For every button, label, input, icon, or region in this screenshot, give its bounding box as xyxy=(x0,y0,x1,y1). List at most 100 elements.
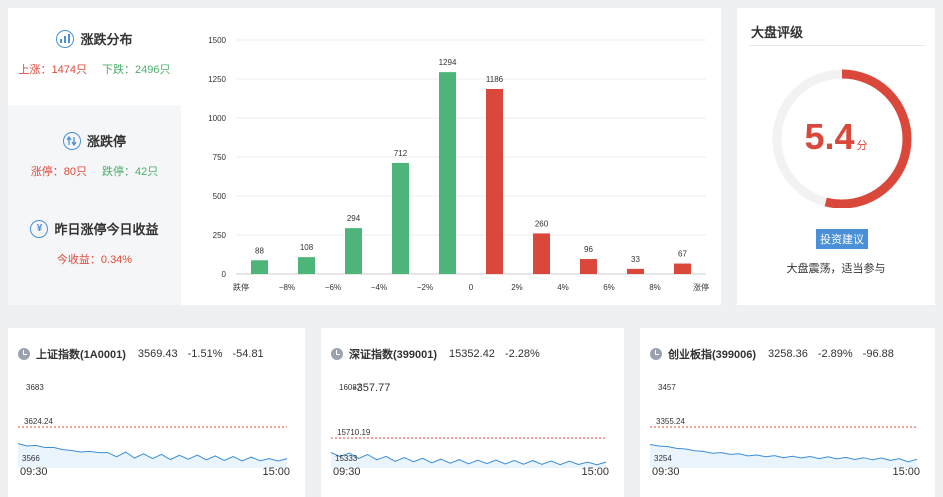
up-count: 上涨：1474只 xyxy=(18,64,87,76)
bar[interactable] xyxy=(439,72,456,274)
y-tick-label: 1250 xyxy=(208,75,226,84)
bar-value-label: 1186 xyxy=(486,75,504,84)
rating-score-value: 5.4 xyxy=(804,116,855,157)
index-name: 深证指数(399001) xyxy=(349,349,438,361)
low-label: 3254 xyxy=(654,454,672,463)
bar[interactable] xyxy=(580,259,597,274)
sparkline-sh: 3683 3624.24 3566 09:30 15:00 xyxy=(17,383,290,478)
high-label: 3683 xyxy=(26,383,44,392)
sparkline-area xyxy=(331,452,606,468)
market-summary-panel: 涨跌分布 上涨：1474只 下跌：2496只 涨跌停 涨停：80只 跌停：42只… xyxy=(8,8,181,305)
bar-value-label: 712 xyxy=(394,149,408,158)
bar-chart-svg: 0 250 500 750 1000 1250 1500 88 108 294 712 1294 118… xyxy=(208,36,709,292)
y-tick-label: 500 xyxy=(213,192,227,201)
limit-down-count: 跌停：42只 xyxy=(102,166,159,178)
index-price: 3258.36 xyxy=(768,348,808,360)
high-label: 3457 xyxy=(658,383,676,392)
index-price: 3569.43 xyxy=(137,348,178,360)
sparkline xyxy=(649,444,918,463)
sparkline-sz: 16087 15710.19 15333 09:30 15:00 xyxy=(330,383,609,478)
y-tick-label: 0 xyxy=(222,270,227,279)
rating-unit: 分 xyxy=(856,140,868,152)
x-tick-label: 6% xyxy=(603,283,615,292)
distribution-chart: 0 250 500 750 1000 1250 1500 88 108 294 712 1294 118… xyxy=(181,8,721,305)
low-label: 15333 xyxy=(335,454,358,463)
bar[interactable] xyxy=(251,260,268,274)
index-change: -54.81 xyxy=(232,348,264,360)
bar[interactable] xyxy=(627,268,644,274)
index-name: 创业板指(399006) xyxy=(668,349,757,361)
x-tick-label: −4% xyxy=(371,283,387,292)
index-name: 上证指数(1A0001) xyxy=(36,349,126,361)
bar-value-label: 1294 xyxy=(439,58,457,67)
y-tick-label: 250 xyxy=(213,231,227,240)
end-time-label: 15:00 xyxy=(262,466,290,478)
low-label: 3566 xyxy=(22,454,40,463)
bar-chart-icon xyxy=(56,29,75,48)
rating-gauge xyxy=(772,69,912,208)
index-pct: -1.51% xyxy=(187,348,223,360)
x-tick-label: 跌停 xyxy=(233,282,249,292)
index-card-sz[interactable]: 16087 15710.19 15333 09:30 15:00 深证指数(399001… xyxy=(321,328,624,497)
bar-value-label: 33 xyxy=(631,255,640,264)
yield-title: 昨日涨停今日收益 xyxy=(54,222,159,237)
gauge-arc xyxy=(772,69,912,208)
index-change: -96.88 xyxy=(862,348,894,360)
y-tick-label: 750 xyxy=(213,153,227,162)
bar[interactable] xyxy=(486,88,503,274)
limit-section: 涨跌停 涨停：80只 跌停：42只 ¥ 昨日涨停今日收益 今收益：0.34% xyxy=(8,105,181,305)
up-down-arrows-icon xyxy=(62,131,81,150)
investment-advice-button[interactable]: 投资建议 xyxy=(816,229,868,249)
bar-value-label: 260 xyxy=(535,219,549,228)
sparkline-area xyxy=(650,444,917,468)
bar-value-label: 294 xyxy=(347,214,361,223)
start-time-label: 09:30 xyxy=(652,466,680,478)
end-time-label: 15:00 xyxy=(581,466,609,478)
sparkline xyxy=(17,443,288,462)
yen-icon: ¥ xyxy=(30,219,49,238)
rating-divider xyxy=(749,45,925,46)
index-card-sh[interactable]: 3683 3624.24 3566 09:30 15:00 上证指数(1A0001) 3… xyxy=(8,328,305,497)
yield-box[interactable]: ¥ 昨日涨停今日收益 今收益：0.34% xyxy=(8,219,181,267)
yield-value: 今收益：0.34% xyxy=(56,254,133,266)
down-count: 下跌：2496只 xyxy=(102,64,171,76)
clock-icon xyxy=(650,348,662,360)
y-tick-label: 1500 xyxy=(208,36,226,45)
start-time-label: 09:30 xyxy=(20,466,48,478)
prev-close-label: 3624.24 xyxy=(24,417,53,426)
bar[interactable] xyxy=(392,162,409,274)
bar-value-label: 96 xyxy=(584,245,593,254)
rating-description: 大盘震荡，适当参与 xyxy=(786,263,886,275)
rating-title: 大盘评级 xyxy=(751,25,804,40)
end-time-label: 15:00 xyxy=(892,466,920,478)
prev-close-label: 15710.19 xyxy=(337,428,371,437)
clock-icon xyxy=(18,348,30,360)
x-tick-label: −2% xyxy=(417,283,433,292)
y-tick-label: 1000 xyxy=(208,114,226,123)
bar[interactable] xyxy=(298,257,315,274)
index-price: 15352.42 xyxy=(449,348,495,360)
x-tick-label: 8% xyxy=(649,283,661,292)
clock-icon xyxy=(331,348,343,360)
bar[interactable] xyxy=(674,263,691,274)
distribution-box[interactable]: 涨跌分布 上涨：1474只 下跌：2496只 xyxy=(8,8,181,105)
limit-box[interactable]: 涨跌停 涨停：80只 跌停：42只 xyxy=(8,131,181,179)
x-tick-label: −6% xyxy=(325,283,341,292)
x-tick-label: 4% xyxy=(557,283,569,292)
x-tick-label: −8% xyxy=(279,283,295,292)
x-tick-label: 涨停 xyxy=(693,282,709,292)
index-pct: -2.89% xyxy=(817,348,853,360)
distribution-title: 涨跌分布 xyxy=(80,32,133,47)
x-tick-label: 2% xyxy=(511,283,523,292)
bar-value-label: 88 xyxy=(255,246,264,255)
bar-value-label: 108 xyxy=(300,243,314,252)
sparkline xyxy=(330,452,607,466)
prev-close-label: 3355.24 xyxy=(656,417,685,426)
limit-title: 涨跌停 xyxy=(86,134,126,149)
bar[interactable] xyxy=(345,228,362,274)
x-tick-label: 0 xyxy=(469,283,474,292)
sparkline-cy: 3457 3355.24 3254 09:30 15:00 xyxy=(649,383,920,478)
market-rating-panel: 大盘评级 5.4 分 投资建议 大盘震荡，适当参与 xyxy=(737,8,935,305)
index-card-cy[interactable]: 3457 3355.24 3254 09:30 15:00 创业板指(399006) 3… xyxy=(640,328,935,497)
bar[interactable] xyxy=(533,233,550,274)
